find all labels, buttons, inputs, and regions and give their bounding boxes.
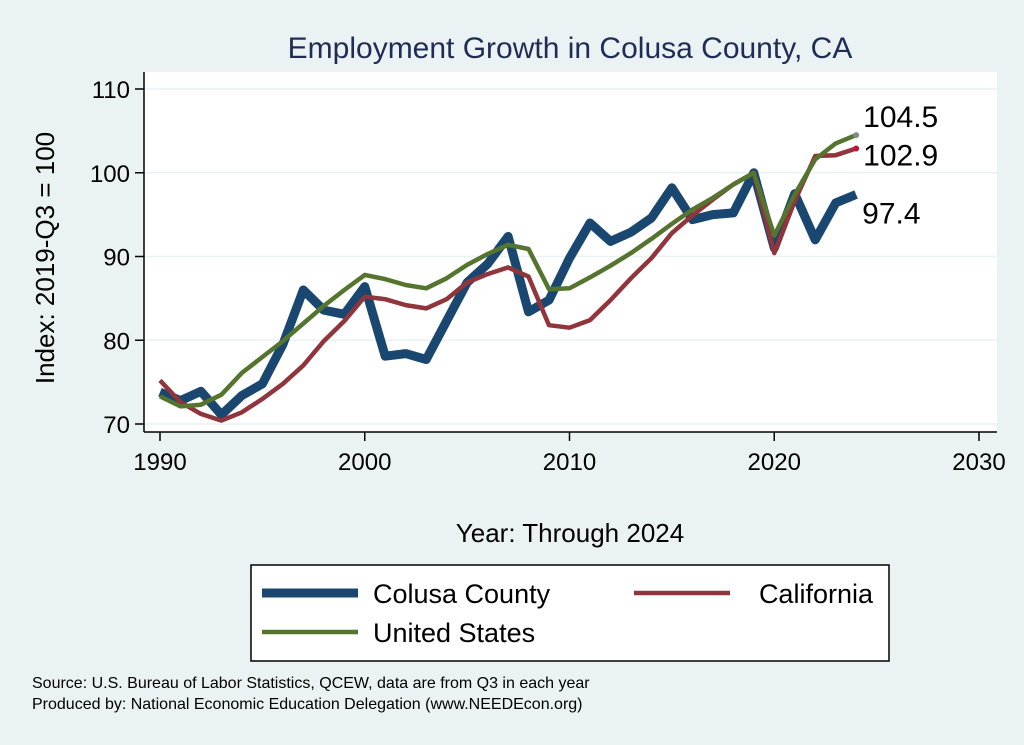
axes: 70 80 90 100 110 1990 2000 2010 2020 2030 <box>90 72 1006 476</box>
legend-box <box>250 564 890 662</box>
legend-label: United States <box>373 618 535 648</box>
end-point-marker <box>853 145 860 152</box>
y-axis-title: Index: 2019-Q3 = 100 <box>30 132 60 384</box>
source-note: Source: U.S. Bureau of Labor Statistics,… <box>32 675 590 692</box>
legend-label: California <box>759 579 874 609</box>
y-tick-label: 110 <box>92 77 130 104</box>
series-line-united-states <box>159 133 857 409</box>
x-tick-label: 2020 <box>748 449 801 476</box>
series-line-colusa-county <box>158 168 858 420</box>
end-value-label: 102.9 <box>863 139 938 172</box>
y-tick-label: 80 <box>103 328 130 355</box>
x-tick-label: 2000 <box>338 449 391 476</box>
x-tick-label: 2030 <box>952 449 1005 476</box>
y-tick-label: 90 <box>103 245 130 272</box>
end-labels: 104.5 102.9 97.4 <box>853 101 938 231</box>
y-tick-label: 100 <box>90 161 130 188</box>
end-value-label: 97.4 <box>862 198 920 231</box>
x-tick-label: 2010 <box>543 449 596 476</box>
legend: Colusa County California United States <box>262 579 874 648</box>
y-tick-label: 70 <box>103 412 130 439</box>
end-value-label: 104.5 <box>863 101 938 134</box>
x-axis-title: Year: Through 2024 <box>456 518 684 548</box>
end-point-marker <box>853 132 860 139</box>
legend-label: Colusa County <box>373 579 551 609</box>
producer-note: Produced by: National Economic Education… <box>32 696 583 713</box>
x-tick-label: 1990 <box>133 449 186 476</box>
series-lines <box>158 133 858 423</box>
chart-title: Employment Growth in Colusa County, CA <box>288 32 853 65</box>
